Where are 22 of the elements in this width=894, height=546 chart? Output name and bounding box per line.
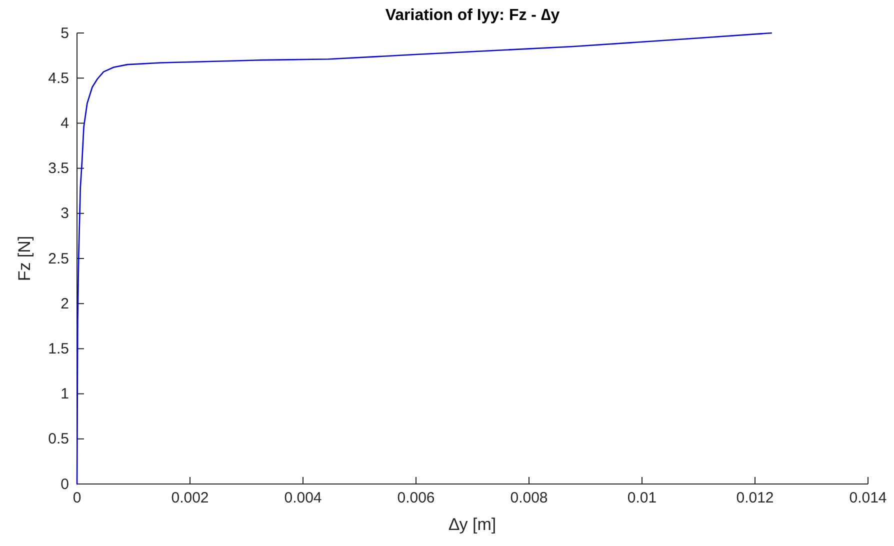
y-tick-label: 3.5 — [48, 160, 69, 178]
x-tick-label: 0.014 — [849, 490, 887, 507]
y-tick-label: 2 — [60, 295, 69, 312]
y-tick-label: 5 — [60, 24, 69, 42]
y-tick-label: 2.5 — [48, 250, 69, 268]
x-tick-label: 0.008 — [510, 490, 548, 507]
x-tick-label: 0.01 — [627, 490, 657, 507]
y-tick-label: 4 — [60, 115, 69, 132]
x-tick-label: 0.012 — [736, 490, 774, 507]
y-axis-title: Fz [N] — [15, 236, 34, 282]
y-tick-label: 1 — [60, 386, 69, 403]
y-tick-label: 0.5 — [48, 430, 69, 448]
x-axis-title: ∆y [m] — [448, 515, 496, 534]
x-tick-label: 0.004 — [284, 490, 322, 507]
x-tick-label: 0.006 — [397, 490, 435, 507]
y-tick-label: 1.5 — [48, 340, 69, 358]
x-tick-label: 0.002 — [171, 490, 209, 507]
y-tick-label: 4.5 — [48, 70, 69, 87]
x-tick-label: 0 — [72, 490, 82, 507]
y-tick-label: 0 — [60, 476, 69, 493]
chart-title: Variation of Iyy: Fz - ∆y — [385, 7, 560, 24]
y-tick-label: 3 — [60, 205, 69, 222]
